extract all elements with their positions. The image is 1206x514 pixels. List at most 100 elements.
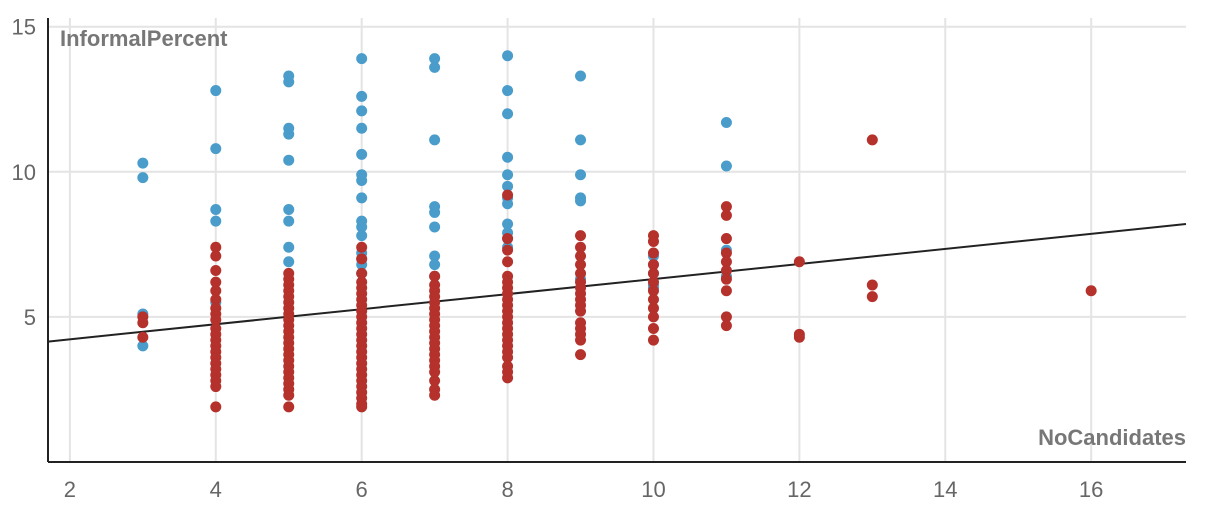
data-point [502,372,514,384]
data-point [720,201,732,213]
data-point [283,215,295,227]
data-point [137,172,149,184]
data-point [720,209,732,221]
data-point [793,331,805,343]
data-point [575,70,587,82]
data-point [210,314,222,326]
data-point [502,244,514,256]
data-point [720,273,732,285]
data-point [210,143,222,155]
data-point [356,267,368,279]
data-point [866,279,878,291]
data-point [356,401,368,413]
x-tick-label: 6 [356,477,368,502]
data-point [283,204,295,216]
data-point [866,134,878,146]
data-point [210,85,222,97]
data-point [283,128,295,140]
data-point [647,293,659,305]
data-point [720,233,732,245]
y-axis-title: InformalPercent [60,26,228,51]
x-tick-label: 8 [501,477,513,502]
trendline-group [47,223,1187,343]
data-point [793,256,805,268]
data-point [137,157,149,169]
data-point [356,230,368,242]
x-axis-title: NoCandidates [1038,425,1186,450]
y-tick-label: 5 [24,305,36,330]
data-point [210,401,222,413]
data-point [356,241,368,253]
data-point [502,108,514,120]
data-point [647,323,659,335]
data-point [647,302,659,314]
data-point [647,267,659,279]
tick-labels: 2 4 6 8 10 12 14 16 5 10 15 [12,15,1104,502]
data-point [283,256,295,268]
data-point [575,305,587,317]
data-point [283,241,295,253]
data-point [356,192,368,204]
data-point [210,250,222,262]
data-point [356,105,368,117]
data-point [429,221,441,233]
x-tick-label: 4 [210,477,222,502]
data-point [429,134,441,146]
data-point [502,151,514,163]
data-point [137,317,149,329]
data-point [283,401,295,413]
data-point [502,85,514,97]
data-point [720,247,732,259]
data-point [137,331,149,343]
data-point [210,215,222,227]
data-point [356,175,368,187]
data-point [720,285,732,297]
data-point [210,241,222,253]
trendline [47,223,1187,343]
series-red [137,134,1097,413]
data-point [502,198,514,210]
data-point [429,259,441,271]
data-point [647,247,659,259]
data-point [866,291,878,303]
x-tick-label: 14 [933,477,957,502]
data-point [210,204,222,216]
x-tick-label: 2 [64,477,76,502]
data-point [356,90,368,102]
data-point [283,76,295,88]
data-point [575,259,587,271]
data-point [720,160,732,172]
x-tick-label: 10 [641,477,665,502]
data-point [647,276,659,288]
data-point [502,169,514,181]
data-point [210,264,222,276]
data-point [720,264,732,276]
data-point [575,230,587,242]
x-tick-label: 12 [787,477,811,502]
data-point [575,192,587,204]
data-point [575,267,587,279]
data-point [356,253,368,265]
data-point [502,189,514,201]
data-point [356,221,368,233]
data-point [502,180,514,192]
data-point [502,50,514,62]
grid [48,18,1186,462]
data-point [575,169,587,181]
data-point [210,285,222,297]
data-point [429,206,441,218]
data-point [356,122,368,134]
data-point [575,241,587,253]
data-point [720,320,732,332]
data-point [137,340,149,352]
data-point [429,389,441,401]
data-point [429,250,441,262]
data-point [210,276,222,288]
data-point [429,366,441,378]
data-point [502,352,514,364]
data-point [283,389,295,401]
data-point [210,381,222,393]
data-point [720,256,732,268]
data-point [575,349,587,361]
